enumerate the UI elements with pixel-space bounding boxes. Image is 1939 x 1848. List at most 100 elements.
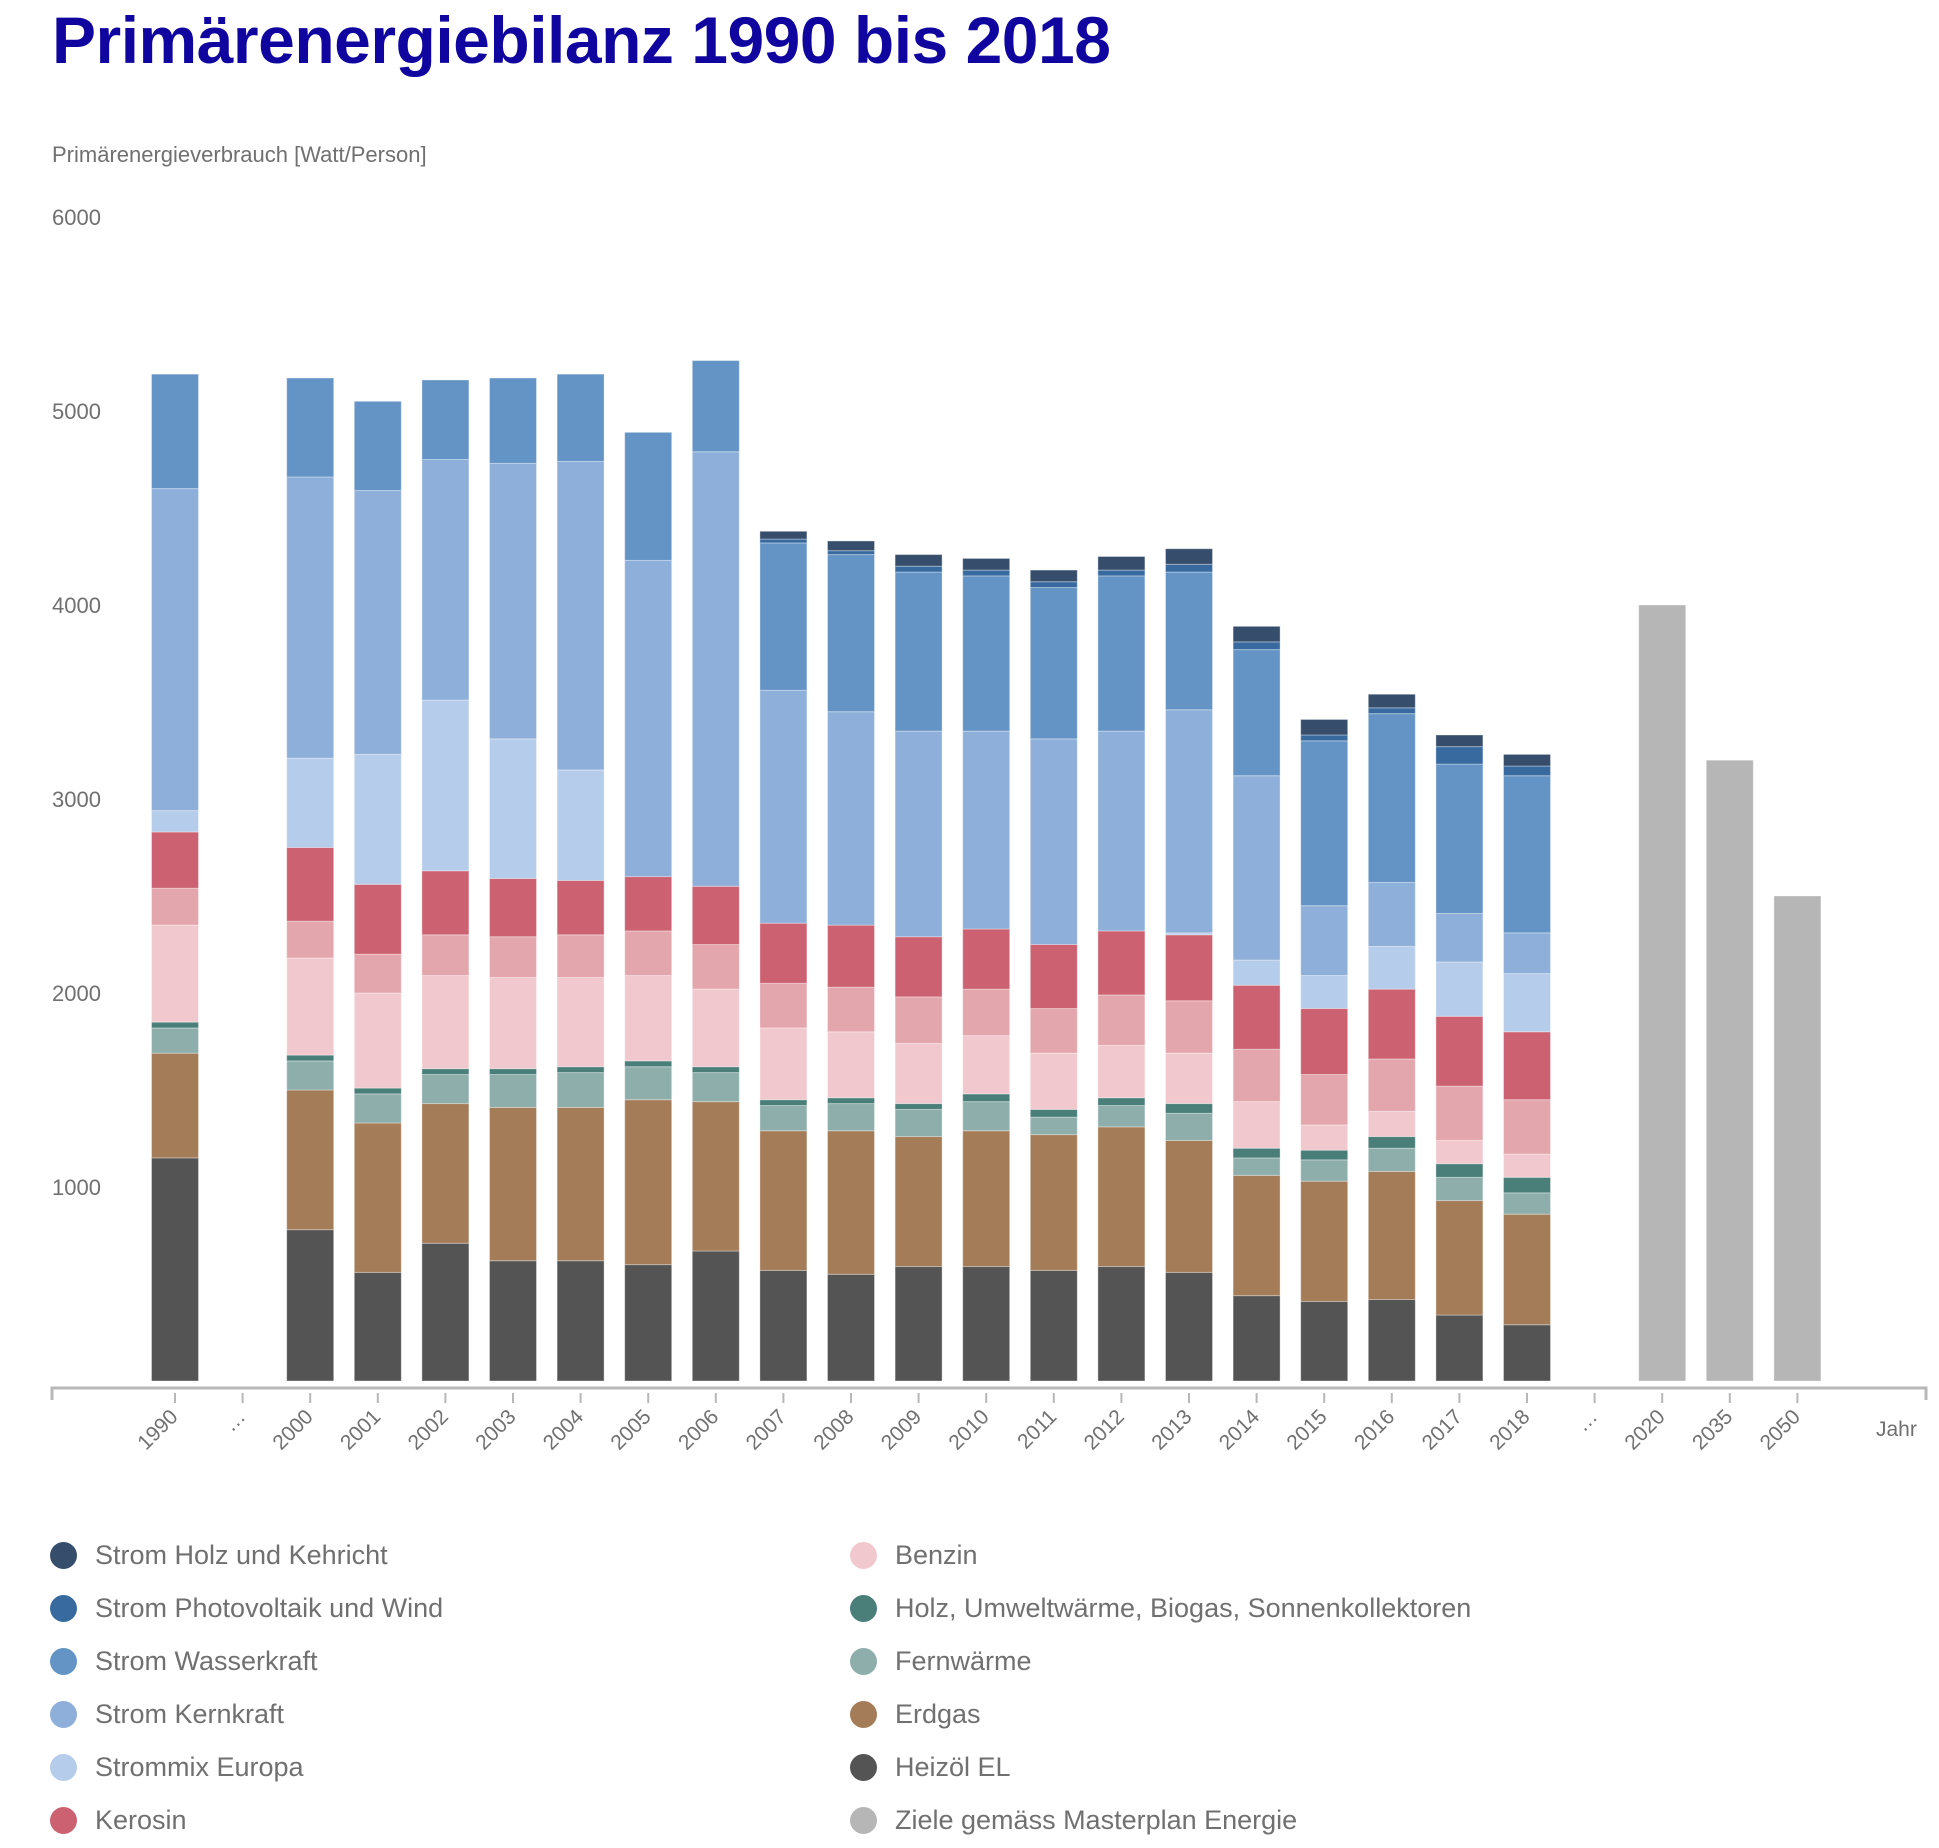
bar-segment	[1367, 988, 1416, 1060]
bar-segment	[1367, 1170, 1416, 1301]
bar-segment	[353, 753, 402, 885]
bar-segment	[624, 1264, 673, 1382]
bar-segment	[1435, 1163, 1484, 1178]
bar-segment	[1165, 1000, 1213, 1054]
bars	[151, 360, 1822, 1382]
chart-title: Primärenergiebilanz 1990 bis 2018	[52, 3, 1111, 77]
legend-label: Ziele gemäss Masterplan Energie	[895, 1805, 1298, 1835]
legend-dot-icon	[850, 1807, 877, 1834]
bar-segment	[489, 462, 537, 740]
legend-item[interactable]: Strom Wasserkraft	[50, 1646, 318, 1677]
bar-segment	[1300, 1073, 1349, 1126]
bar-segment	[286, 1060, 335, 1091]
bar-segment	[894, 1108, 943, 1138]
bar-segment	[1367, 1136, 1416, 1149]
bar-segment	[353, 883, 402, 955]
bar-segment	[151, 1052, 199, 1159]
y-tick-label: 5000	[52, 399, 101, 424]
bar-segment	[286, 1089, 335, 1231]
bar-segment	[759, 689, 808, 924]
bar-segment	[286, 957, 335, 1056]
y-tick-label: 2000	[52, 981, 101, 1006]
bar-segment	[894, 1136, 943, 1268]
bar-segment	[691, 1101, 740, 1252]
bar-segment	[894, 565, 943, 573]
x-axis: 1990 … 2000 2001 2002 2003 2004 2005 2006 2007 200…	[50, 1386, 1928, 1455]
bar-segment	[1367, 1058, 1416, 1112]
bar-segment	[1029, 1008, 1078, 1054]
bar-segment	[1503, 1153, 1551, 1178]
bar-segment	[1435, 1015, 1484, 1087]
legend-item[interactable]: Strom Holz und Kehricht	[50, 1540, 388, 1571]
legend-item[interactable]: Fernwärme	[850, 1646, 1032, 1677]
bar-segment	[1300, 1159, 1349, 1182]
bar-segment	[962, 1130, 1011, 1268]
x-tick-label: …	[219, 1405, 250, 1436]
bar-segment	[624, 559, 673, 878]
bar-segment	[1097, 556, 1146, 571]
bar-segment	[556, 1106, 605, 1262]
bar-segment	[1029, 944, 1078, 1010]
bar-segment	[556, 1066, 605, 1074]
bar-segment	[421, 934, 470, 977]
legend-item[interactable]: Benzin	[850, 1540, 978, 1571]
bar-segment	[1165, 1139, 1213, 1273]
bar-segment	[1165, 1103, 1213, 1114]
legend-item[interactable]: Strommix Europa	[50, 1752, 304, 1783]
bar-segment	[1503, 765, 1551, 777]
legend-label: Strommix Europa	[95, 1752, 304, 1782]
bar-segment	[1097, 1266, 1146, 1382]
bar-segment	[827, 1097, 875, 1105]
legend-item[interactable]: Ziele gemäss Masterplan Energie	[850, 1805, 1297, 1836]
legend-item[interactable]: Kerosin	[50, 1805, 187, 1836]
bar-segment	[1503, 1099, 1551, 1155]
x-tick-label: 2007	[742, 1405, 791, 1454]
bar-segment	[1097, 994, 1146, 1046]
bar-segment	[421, 379, 470, 460]
bar-segment	[353, 490, 402, 755]
y-axis-label: Primärenergieverbrauch [Watt/Person]	[52, 142, 427, 167]
bar-segment	[556, 934, 605, 978]
legend-dot-icon	[850, 1701, 877, 1728]
bar-segment	[1367, 707, 1416, 715]
legend-dot-icon	[50, 1595, 77, 1622]
bar-segment	[353, 1093, 402, 1124]
bar-segment	[962, 988, 1011, 1037]
bar-segment	[1029, 587, 1078, 740]
legend-label: Holz, Umweltwärme, Biogas, Sonnenkollekt…	[895, 1593, 1472, 1623]
legend-dot-icon	[850, 1648, 877, 1675]
bar-segment	[827, 1130, 875, 1275]
x-tick-label: 2003	[471, 1405, 520, 1454]
bar-segment	[353, 1122, 402, 1273]
bar-segment	[1232, 1101, 1281, 1149]
bar-segment	[353, 400, 402, 492]
bar-segment	[286, 476, 335, 759]
y-tick-label: 6000	[52, 205, 101, 230]
bar-segment	[1029, 738, 1078, 945]
x-tick-label: 2004	[539, 1405, 589, 1455]
bar-segment	[286, 920, 335, 959]
legend-item[interactable]: Heizöl EL	[850, 1752, 1011, 1783]
bar-segment	[151, 1021, 199, 1029]
legend-item[interactable]: Strom Photovoltaik und Wind	[50, 1593, 443, 1624]
bar-segment	[556, 879, 605, 936]
bar-segment	[894, 730, 943, 938]
legend-dot-icon	[50, 1807, 77, 1834]
bar-segment	[691, 360, 740, 453]
bar-segment	[1300, 734, 1349, 742]
bar-segment	[556, 460, 605, 771]
bar-segment	[421, 1242, 470, 1382]
x-tick-label: 2035	[1688, 1405, 1737, 1454]
bar-segment	[691, 885, 740, 945]
bar-segment	[151, 924, 199, 1023]
x-tick-label: 2000	[268, 1405, 317, 1454]
bar-segment	[1232, 984, 1281, 1050]
bar-segment	[894, 996, 943, 1044]
bar-segment	[151, 1027, 199, 1054]
legend-item[interactable]: Holz, Umweltwärme, Biogas, Sonnenkollekt…	[850, 1593, 1471, 1624]
legend-item[interactable]: Erdgas	[850, 1699, 981, 1730]
bar-segment	[759, 1099, 808, 1107]
bar-segment	[1435, 1314, 1484, 1382]
legend-item[interactable]: Strom Kernkraft	[50, 1699, 284, 1730]
bar-segment	[1367, 713, 1416, 883]
